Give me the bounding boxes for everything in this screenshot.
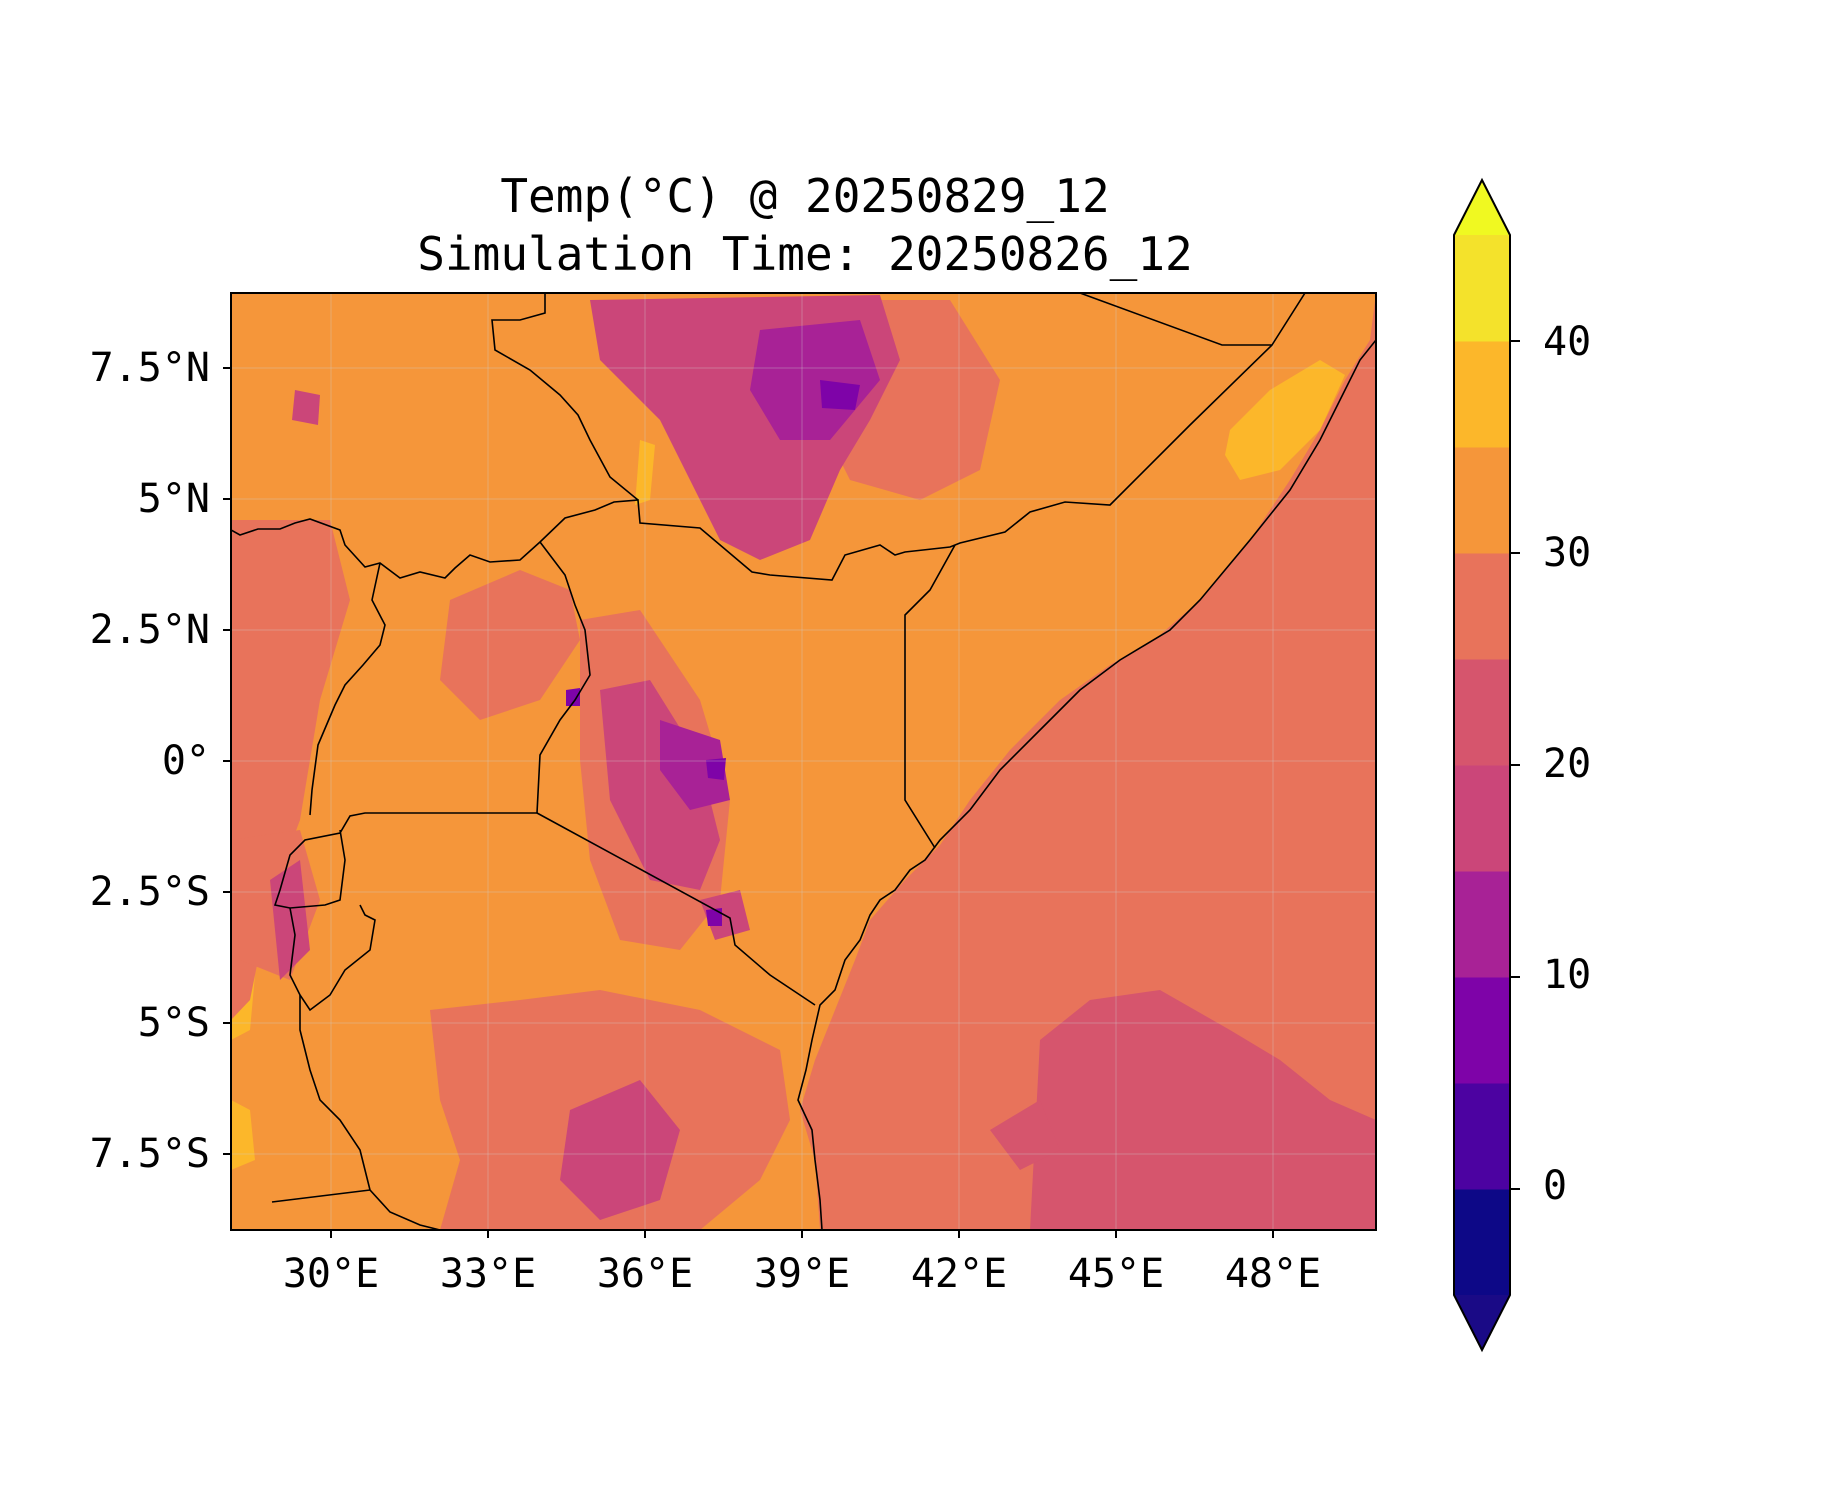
border-rwanda-burundi [289, 904, 376, 1012]
lon-label-39E: 39°E [753, 1251, 851, 1297]
peak-ethiopia [820, 380, 860, 410]
colorbar-band [1454, 235, 1510, 342]
border-somalia-ethiopia-south [231, 344, 1273, 581]
mountain-ethiopia [750, 320, 880, 440]
border-kenya-somalia [904, 544, 956, 849]
border-southsudan-ethiopia [491, 293, 639, 501]
colorbar-band [1454, 765, 1510, 872]
colorbar-band [1454, 871, 1510, 978]
lon-label-42E: 42°E [910, 1251, 1008, 1297]
peak-elgon [566, 688, 580, 706]
border-tanzania-west [299, 995, 441, 1230]
lat-label-2.5N: 2.5°N [89, 607, 210, 653]
gridlines [231, 293, 1376, 1230]
mountain-kenya [660, 720, 730, 810]
warm-area-somalia [1225, 360, 1345, 480]
lat-label-0: 0° [161, 738, 210, 784]
land-cool-uganda [440, 570, 580, 720]
colorbar-label-0: 0 [1543, 1163, 1568, 1209]
colorbar-band [1454, 553, 1510, 660]
lon-label-36E: 36°E [596, 1251, 694, 1297]
colorbar [1453, 177, 1520, 1353]
chart-subtitle: Simulation Time: 20250826_12 [417, 227, 1193, 281]
warm-area-north [635, 440, 655, 505]
border-kenya-uganda [536, 541, 591, 814]
highland-kenya [600, 680, 720, 890]
lat-label-5N: 5°N [137, 476, 210, 522]
lon-label-33E: 33°E [439, 1251, 537, 1297]
warm-area-lake [231, 1100, 255, 1170]
highland-tanzania [560, 1080, 680, 1220]
coastline [797, 339, 1376, 1230]
lon-label-48E: 48°E [1224, 1251, 1322, 1297]
land-area [231, 293, 1376, 1230]
temperature-field [231, 293, 1376, 1230]
colorbar-extend-min [1454, 1295, 1510, 1350]
colorbar-label-20: 20 [1543, 741, 1592, 787]
colorbar-band [1454, 447, 1510, 554]
colorbar-extend-max [1454, 180, 1510, 235]
border-kenya-tanzania [536, 812, 816, 1006]
peak-mount-kenya [706, 758, 726, 780]
colorbar-label-10: 10 [1543, 952, 1592, 998]
ocean-cool-area [1030, 990, 1376, 1230]
lon-label-30E: 30°E [282, 1251, 380, 1297]
colorbar-band [1454, 1083, 1510, 1190]
highland-ethiopia-spot [292, 390, 320, 425]
ocean-cool-patch [990, 1100, 1060, 1170]
lon-label-45E: 45°E [1067, 1251, 1165, 1297]
lat-label-2.5S: 2.5°S [89, 869, 210, 915]
border-tanzania-zambia [271, 1189, 371, 1203]
lat-label-5S: 5°S [137, 1000, 210, 1046]
colorbar-band [1454, 977, 1510, 1084]
axis-ticks [223, 367, 1274, 1238]
country-borders [231, 293, 1376, 1230]
border-lake-victoria [273, 812, 537, 909]
lat-label-7.5S: 7.5°S [89, 1131, 210, 1177]
colorbar-band [1454, 659, 1510, 766]
colorbar-label-30: 30 [1543, 530, 1592, 576]
colorbar-label-40: 40 [1543, 319, 1592, 365]
peak-kilimanjaro [706, 908, 722, 926]
colorbar-outline [1453, 177, 1511, 1353]
lat-label-7.5N: 7.5°N [89, 345, 210, 391]
colorbar-band [1454, 341, 1510, 448]
chart-title: Temp(°C) @ 20250829_12 [500, 169, 1110, 223]
border-somalia-ethiopia [1079, 293, 1306, 346]
border-uganda-congo [309, 562, 386, 816]
colorbar-band [1454, 1189, 1510, 1296]
